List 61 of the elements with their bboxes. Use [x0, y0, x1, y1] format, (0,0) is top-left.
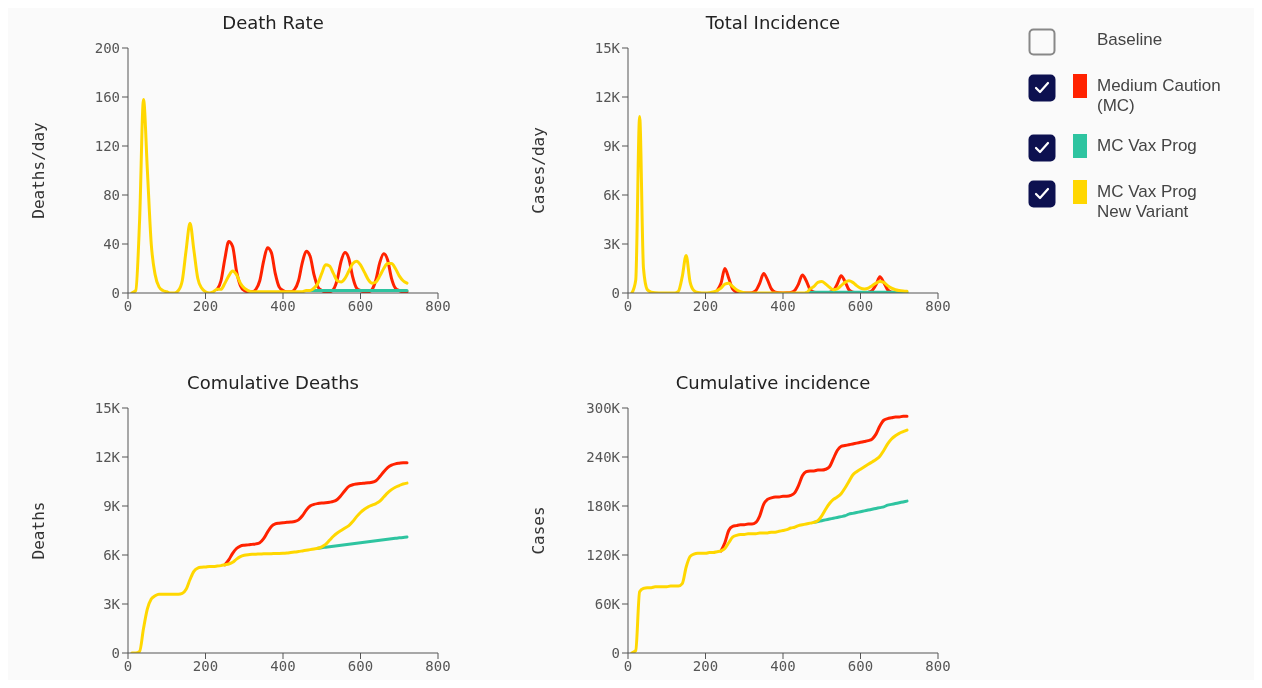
x-tick-label: 400 [270, 297, 296, 314]
y-tick-label: 0 [111, 284, 120, 301]
x-tick-label: 400 [270, 657, 296, 674]
y-tick-label: 3K [103, 595, 121, 612]
y-tick-label: 120K [586, 546, 621, 563]
y-axis-title: Cases/day [528, 126, 548, 214]
chart-title: Comulative Deaths [186, 372, 360, 393]
chart-title: Cumulative incidence [674, 372, 872, 393]
line-series [130, 97, 409, 293]
y-tick-label: 9K [103, 497, 121, 514]
y-tick-label: 300K [586, 399, 621, 416]
y-tick-label: 0 [111, 644, 120, 661]
legend-label: Medium Caution (MC) [1097, 75, 1222, 116]
chart-title: Total Incidence [704, 12, 842, 33]
x-tick-label: 600 [847, 297, 874, 314]
y-tick-label: 12K [94, 448, 121, 465]
x-tick-label: 600 [347, 297, 374, 314]
y-tick-label: 12K [594, 88, 621, 105]
y-tick-label: 0 [611, 284, 620, 301]
x-tick-label: 400 [770, 657, 796, 674]
x-tick-label: 200 [692, 297, 719, 314]
x-tick-label: 0 [623, 657, 633, 674]
y-tick-label: 60K [594, 595, 621, 612]
x-tick-label: 600 [347, 657, 374, 674]
y-tick-label: 120 [94, 137, 120, 154]
y-tick-label: 15K [94, 399, 121, 416]
y-tick-label: 15K [594, 39, 621, 56]
y-tick-label: 0 [611, 644, 620, 661]
line-series [630, 115, 909, 293]
line-series [316, 535, 409, 550]
y-tick-label: 9K [603, 137, 621, 154]
x-tick-label: 200 [192, 657, 219, 674]
x-tick-label: 200 [692, 657, 719, 674]
line-series [630, 428, 909, 653]
x-tick-label: 800 [425, 297, 451, 314]
line-series [812, 499, 909, 524]
y-tick-label: 80 [103, 186, 120, 203]
y-tick-label: 160 [94, 88, 120, 105]
legend-label: MC Vax Prog New Variant [1097, 181, 1198, 222]
y-tick-label: 6K [603, 186, 621, 203]
y-axis-title: Cases [528, 506, 548, 555]
y-tick-label: 6K [103, 546, 121, 563]
chart-title: Death Rate [221, 12, 325, 33]
y-tick-label: 200 [94, 39, 120, 56]
y-tick-label: 240K [586, 448, 621, 465]
x-tick-label: 0 [123, 297, 133, 314]
x-tick-label: 400 [770, 297, 796, 314]
x-tick-label: 0 [623, 297, 633, 314]
x-tick-label: 800 [925, 657, 951, 674]
y-tick-label: 3K [603, 235, 621, 252]
x-tick-label: 800 [925, 297, 951, 314]
x-tick-label: 0 [123, 657, 133, 674]
y-axis-title: Deaths/day [28, 121, 48, 219]
legend-label: MC Vax Prog [1097, 135, 1198, 156]
y-tick-label: 40 [103, 235, 120, 252]
y-axis-title: Deaths [28, 501, 48, 560]
y-tick-label: 180K [586, 497, 621, 514]
x-tick-label: 800 [425, 657, 451, 674]
x-tick-label: 200 [192, 297, 219, 314]
text: Baseline [1097, 29, 1164, 50]
x-tick-label: 600 [847, 657, 874, 674]
